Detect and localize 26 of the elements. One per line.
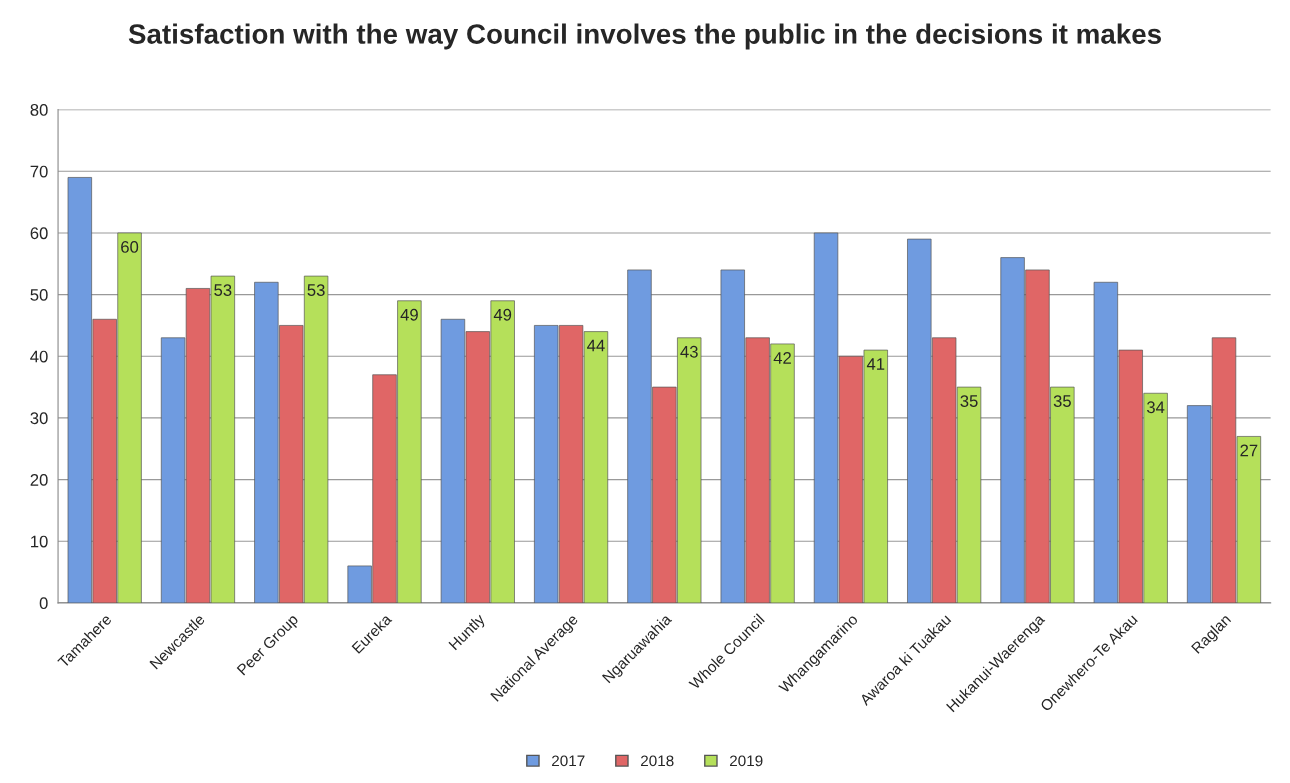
data-label: 34 bbox=[1146, 401, 1165, 414]
data-label: 35 bbox=[1053, 395, 1071, 407]
data-label: 60 bbox=[121, 241, 139, 253]
data-label: 49 bbox=[493, 308, 512, 321]
y-tick-label: 60 bbox=[30, 227, 48, 240]
y-tick-label: 0 bbox=[39, 597, 48, 610]
y-tick-label: 80 bbox=[30, 104, 48, 116]
data-label: 49 bbox=[400, 308, 418, 321]
data-label: 27 bbox=[1240, 444, 1258, 457]
data-label: 44 bbox=[587, 339, 605, 352]
data-label: 53 bbox=[307, 284, 325, 296]
y-tick-label: 10 bbox=[31, 535, 48, 548]
y-tick-label: 20 bbox=[30, 473, 48, 486]
data-label: 41 bbox=[866, 358, 885, 370]
chart-title: Satisfaction with the way Council involves the public in the decisions it makes bbox=[128, 23, 1161, 50]
data-label: 35 bbox=[960, 395, 978, 407]
data-label: 43 bbox=[680, 345, 698, 358]
y-tick-label: 40 bbox=[30, 350, 48, 363]
y-tick-label: 50 bbox=[30, 289, 48, 301]
legend-label: 2018 bbox=[641, 755, 674, 767]
y-tick-label: 30 bbox=[30, 412, 48, 425]
legend-label: 2019 bbox=[729, 755, 763, 767]
data-label: 53 bbox=[214, 284, 232, 296]
legend-label: 2017 bbox=[552, 755, 585, 767]
y-tick-label: 70 bbox=[30, 165, 48, 178]
data-label: 42 bbox=[773, 352, 791, 364]
